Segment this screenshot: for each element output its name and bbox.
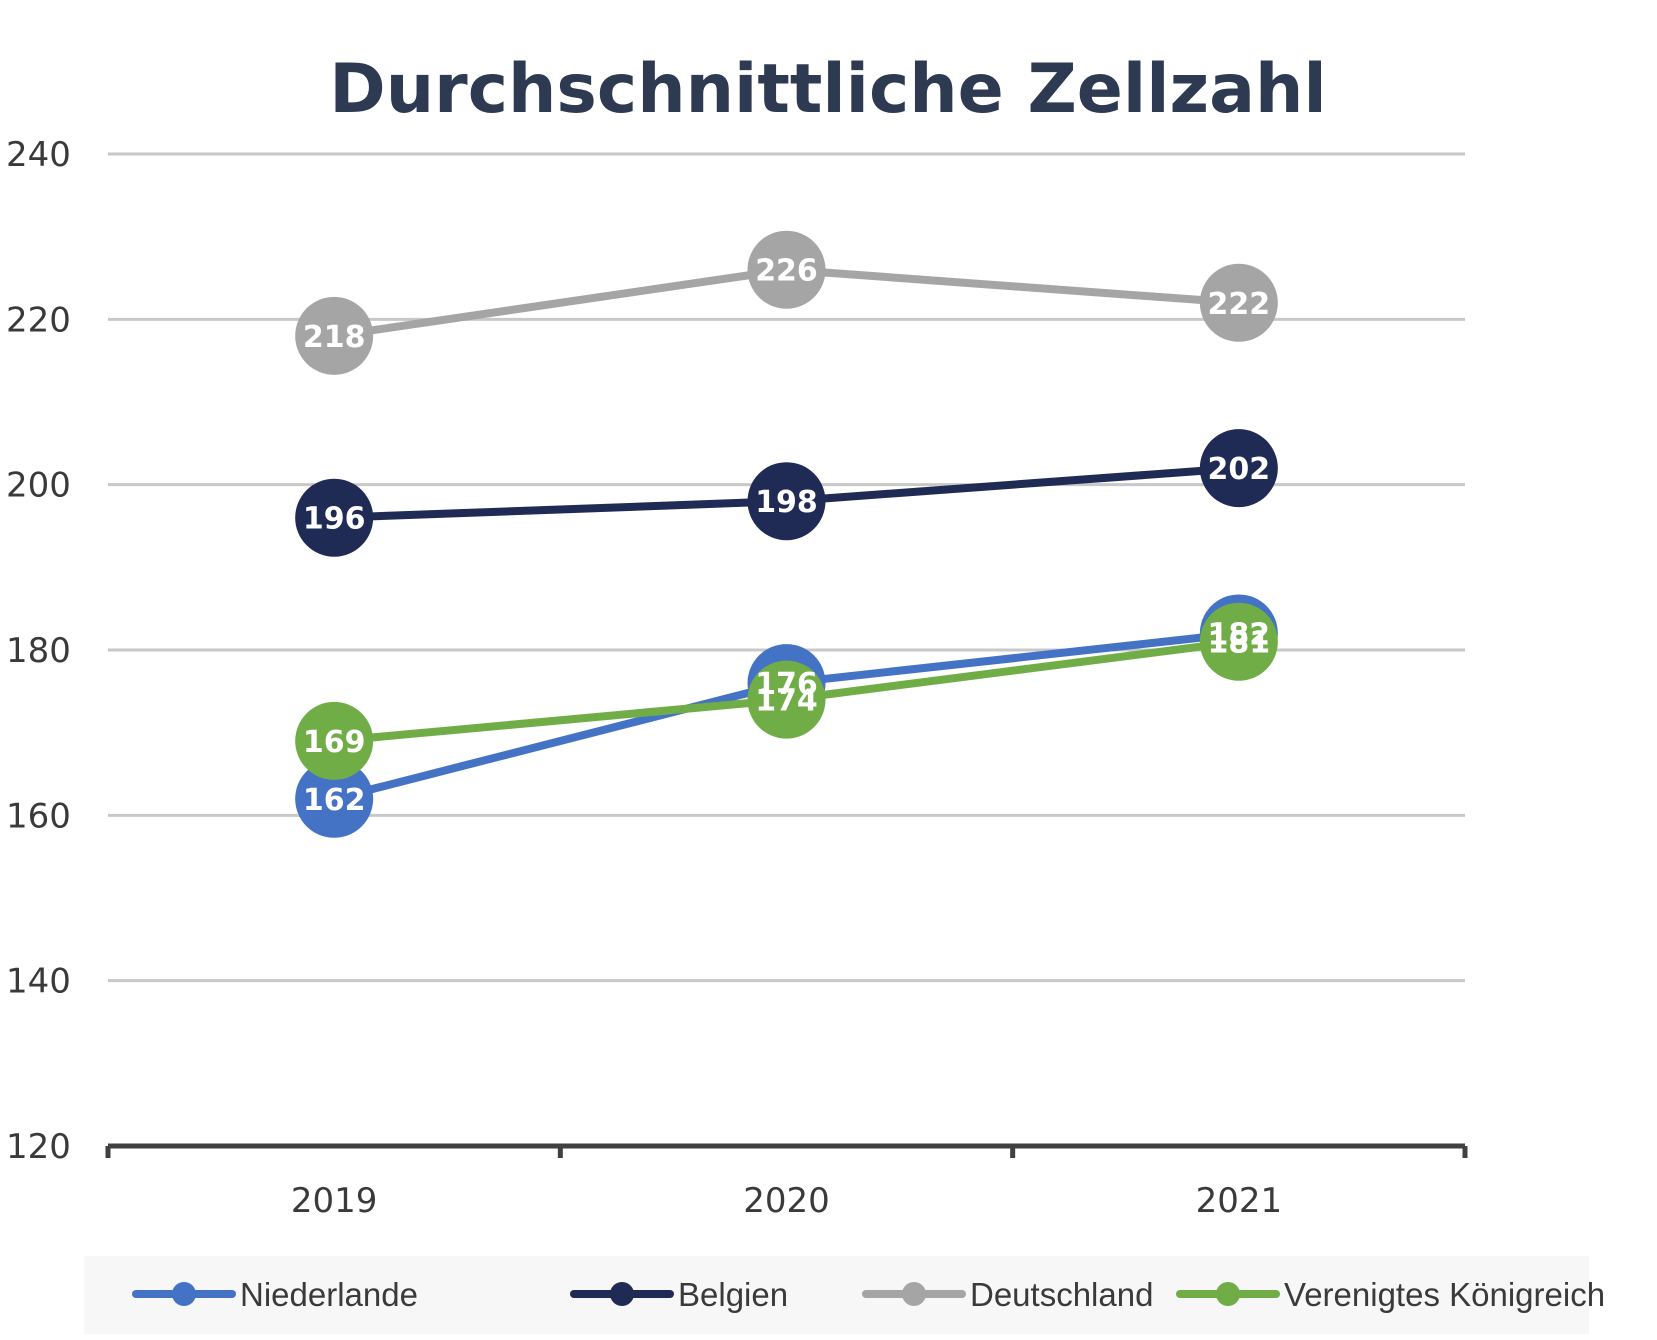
x-tick-label: 2021 <box>1196 1181 1283 1221</box>
y-tick-label: 220 <box>6 300 71 340</box>
data-point-belgien <box>295 478 374 557</box>
data-label-verenigtes-k-nigreich: 169 <box>303 725 366 760</box>
data-point-niederlande <box>295 759 374 838</box>
legend-label-verenigtes-k-nigreich: Verenigtes Königreich <box>1284 1276 1605 1313</box>
x-tick-label: 2019 <box>291 1181 378 1221</box>
y-tick-label: 180 <box>6 631 71 671</box>
legend-marker-deutschland <box>902 1282 926 1306</box>
data-point-verenigtes-k-nigreich <box>1199 602 1278 681</box>
y-axis: 120 140 160 180 200 220 240 <box>6 135 71 1167</box>
data-label-niederlande: 162 <box>303 783 366 818</box>
data-label-belgien: 202 <box>1208 452 1271 487</box>
data-label-verenigtes-k-nigreich: 174 <box>755 684 818 719</box>
legend-marker-belgien <box>610 1282 634 1306</box>
chart-title: Durchschnittliche Zellzahl <box>329 50 1326 129</box>
x-tick-label: 2020 <box>743 1181 830 1221</box>
data-point-verenigtes-k-nigreich <box>747 660 826 739</box>
legend-label-belgien: Belgien <box>678 1276 788 1313</box>
data-point-deutschland <box>1199 263 1278 342</box>
data-point-deutschland <box>295 296 374 375</box>
y-tick-label: 120 <box>6 1127 71 1167</box>
data-label-deutschland: 222 <box>1208 287 1271 322</box>
legend-label-niederlande: Niederlande <box>240 1276 418 1313</box>
legend-marker-verenigtes-k-nigreich <box>1216 1282 1240 1306</box>
legend-marker-niederlande <box>172 1282 196 1306</box>
data-point-belgien <box>1199 429 1278 508</box>
data-label-niederlande: 176 <box>755 667 818 702</box>
data-label-belgien: 196 <box>303 502 366 537</box>
y-tick-label: 200 <box>6 466 71 506</box>
data-point-belgien <box>747 462 826 541</box>
y-tick-label: 160 <box>6 796 71 836</box>
data-label-belgien: 198 <box>755 485 818 520</box>
data-label-deutschland: 226 <box>755 254 818 289</box>
data-point-deutschland <box>747 230 826 309</box>
legend-background <box>84 1256 1589 1334</box>
legend-label-deutschland: Deutschland <box>970 1276 1153 1313</box>
y-tick-label: 240 <box>6 135 71 175</box>
data-point-verenigtes-k-nigreich <box>295 701 374 780</box>
legend: Niederlande Belgien Deutschland Verenigtes … <box>84 1256 1605 1334</box>
data-label-niederlande: 182 <box>1208 617 1271 652</box>
x-axis: 2019 2020 2021 <box>105 1143 1468 1221</box>
data-label-verenigtes-k-nigreich: 181 <box>1208 626 1271 661</box>
y-tick-label: 140 <box>6 962 71 1002</box>
series-group: 218 226 222 196 198 202 162 176 182 169 174 181 <box>295 230 1278 838</box>
data-label-deutschland: 218 <box>303 320 366 355</box>
